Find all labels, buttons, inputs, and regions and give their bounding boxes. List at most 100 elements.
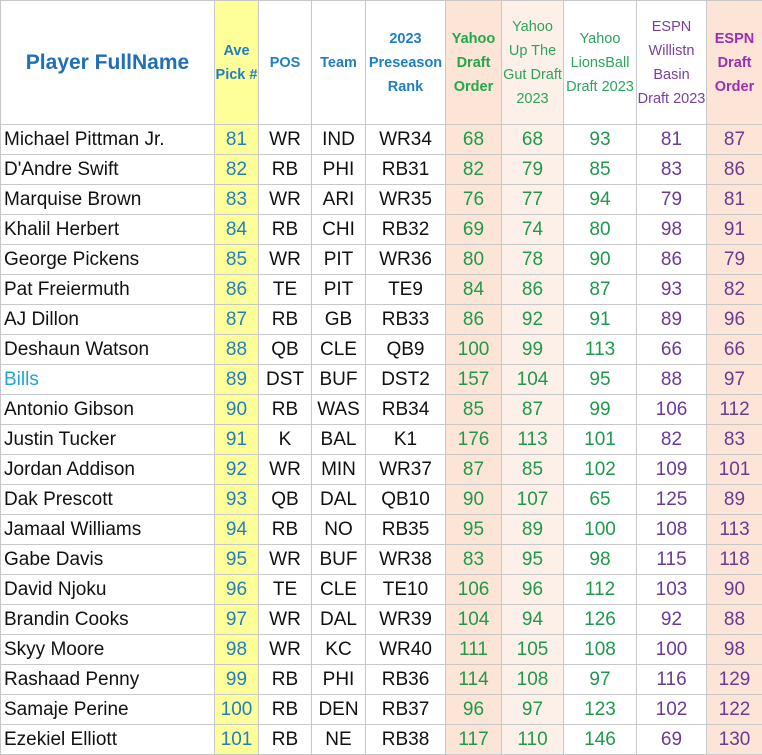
yahoo-draft-order-cell[interactable]: 80 <box>446 245 502 275</box>
ave-pick-cell[interactable]: 87 <box>215 305 259 335</box>
espn-williston-cell[interactable]: 109 <box>637 455 707 485</box>
pos-cell[interactable]: QB <box>259 335 312 365</box>
preseason-rank-cell[interactable]: RB36 <box>366 665 446 695</box>
yahoo-lionsball-cell[interactable]: 93 <box>564 125 637 155</box>
player-name-cell[interactable]: Khalil Herbert <box>1 215 215 245</box>
team-cell[interactable]: PHI <box>312 665 366 695</box>
preseason-rank-cell[interactable]: TE9 <box>366 275 446 305</box>
player-name-cell[interactable]: Antonio Gibson <box>1 395 215 425</box>
player-name-cell[interactable]: Gabe Davis <box>1 545 215 575</box>
espn-williston-cell[interactable]: 106 <box>637 395 707 425</box>
pos-cell[interactable]: WR <box>259 605 312 635</box>
yahoo-draft-order-cell[interactable]: 157 <box>446 365 502 395</box>
header-espn-williston[interactable]: ESPN Willistn Basin Draft 2023 <box>637 1 707 125</box>
preseason-rank-cell[interactable]: RB38 <box>366 725 446 755</box>
espn-draft-order-cell[interactable]: 89 <box>707 485 762 515</box>
yahoo-up-the-gut-cell[interactable]: 92 <box>502 305 564 335</box>
preseason-rank-cell[interactable]: K1 <box>366 425 446 455</box>
yahoo-up-the-gut-cell[interactable]: 108 <box>502 665 564 695</box>
ave-pick-cell[interactable]: 81 <box>215 125 259 155</box>
player-name-cell[interactable]: Bills <box>1 365 215 395</box>
espn-draft-order-cell[interactable]: 118 <box>707 545 762 575</box>
player-name-cell[interactable]: Skyy Moore <box>1 635 215 665</box>
yahoo-lionsball-cell[interactable]: 146 <box>564 725 637 755</box>
player-name-cell[interactable]: George Pickens <box>1 245 215 275</box>
ave-pick-cell[interactable]: 98 <box>215 635 259 665</box>
yahoo-up-the-gut-cell[interactable]: 96 <box>502 575 564 605</box>
pos-cell[interactable]: WR <box>259 455 312 485</box>
preseason-rank-cell[interactable]: TE10 <box>366 575 446 605</box>
yahoo-lionsball-cell[interactable]: 99 <box>564 395 637 425</box>
player-name-cell[interactable]: Deshaun Watson <box>1 335 215 365</box>
pos-cell[interactable]: RB <box>259 305 312 335</box>
preseason-rank-cell[interactable]: RB33 <box>366 305 446 335</box>
pos-cell[interactable]: WR <box>259 545 312 575</box>
ave-pick-cell[interactable]: 94 <box>215 515 259 545</box>
player-name-cell[interactable]: Rashaad Penny <box>1 665 215 695</box>
espn-williston-cell[interactable]: 81 <box>637 125 707 155</box>
yahoo-up-the-gut-cell[interactable]: 107 <box>502 485 564 515</box>
pos-cell[interactable]: RB <box>259 215 312 245</box>
yahoo-lionsball-cell[interactable]: 91 <box>564 305 637 335</box>
yahoo-up-the-gut-cell[interactable]: 95 <box>502 545 564 575</box>
team-cell[interactable]: WAS <box>312 395 366 425</box>
yahoo-up-the-gut-cell[interactable]: 85 <box>502 455 564 485</box>
header-espn-draft-order[interactable]: ESPN Draft Order <box>707 1 762 125</box>
yahoo-draft-order-cell[interactable]: 87 <box>446 455 502 485</box>
yahoo-up-the-gut-cell[interactable]: 94 <box>502 605 564 635</box>
ave-pick-cell[interactable]: 83 <box>215 185 259 215</box>
preseason-rank-cell[interactable]: WR35 <box>366 185 446 215</box>
preseason-rank-cell[interactable]: WR39 <box>366 605 446 635</box>
yahoo-up-the-gut-cell[interactable]: 110 <box>502 725 564 755</box>
team-cell[interactable]: GB <box>312 305 366 335</box>
espn-draft-order-cell[interactable]: 87 <box>707 125 762 155</box>
ave-pick-cell[interactable]: 85 <box>215 245 259 275</box>
ave-pick-cell[interactable]: 101 <box>215 725 259 755</box>
yahoo-draft-order-cell[interactable]: 95 <box>446 515 502 545</box>
yahoo-draft-order-cell[interactable]: 76 <box>446 185 502 215</box>
pos-cell[interactable]: DST <box>259 365 312 395</box>
espn-draft-order-cell[interactable]: 79 <box>707 245 762 275</box>
preseason-rank-cell[interactable]: RB34 <box>366 395 446 425</box>
espn-williston-cell[interactable]: 83 <box>637 155 707 185</box>
team-cell[interactable]: IND <box>312 125 366 155</box>
espn-draft-order-cell[interactable]: 96 <box>707 305 762 335</box>
yahoo-draft-order-cell[interactable]: 83 <box>446 545 502 575</box>
team-cell[interactable]: CLE <box>312 335 366 365</box>
preseason-rank-cell[interactable]: WR38 <box>366 545 446 575</box>
team-cell[interactable]: ARI <box>312 185 366 215</box>
ave-pick-cell[interactable]: 100 <box>215 695 259 725</box>
espn-draft-order-cell[interactable]: 86 <box>707 155 762 185</box>
yahoo-lionsball-cell[interactable]: 94 <box>564 185 637 215</box>
yahoo-up-the-gut-cell[interactable]: 68 <box>502 125 564 155</box>
header-yahoo-lionsball[interactable]: Yahoo LionsBall Draft 2023 <box>564 1 637 125</box>
ave-pick-cell[interactable]: 84 <box>215 215 259 245</box>
pos-cell[interactable]: RB <box>259 395 312 425</box>
espn-draft-order-cell[interactable]: 90 <box>707 575 762 605</box>
pos-cell[interactable]: WR <box>259 125 312 155</box>
yahoo-up-the-gut-cell[interactable]: 89 <box>502 515 564 545</box>
preseason-rank-cell[interactable]: WR34 <box>366 125 446 155</box>
espn-draft-order-cell[interactable]: 113 <box>707 515 762 545</box>
espn-williston-cell[interactable]: 108 <box>637 515 707 545</box>
preseason-rank-cell[interactable]: WR37 <box>366 455 446 485</box>
espn-williston-cell[interactable]: 115 <box>637 545 707 575</box>
team-cell[interactable]: NE <box>312 725 366 755</box>
yahoo-lionsball-cell[interactable]: 102 <box>564 455 637 485</box>
team-cell[interactable]: NO <box>312 515 366 545</box>
yahoo-draft-order-cell[interactable]: 85 <box>446 395 502 425</box>
pos-cell[interactable]: K <box>259 425 312 455</box>
player-name-cell[interactable]: Jordan Addison <box>1 455 215 485</box>
player-name-cell[interactable]: Samaje Perine <box>1 695 215 725</box>
ave-pick-cell[interactable]: 90 <box>215 395 259 425</box>
preseason-rank-cell[interactable]: DST2 <box>366 365 446 395</box>
pos-cell[interactable]: RB <box>259 725 312 755</box>
yahoo-draft-order-cell[interactable]: 111 <box>446 635 502 665</box>
yahoo-draft-order-cell[interactable]: 176 <box>446 425 502 455</box>
